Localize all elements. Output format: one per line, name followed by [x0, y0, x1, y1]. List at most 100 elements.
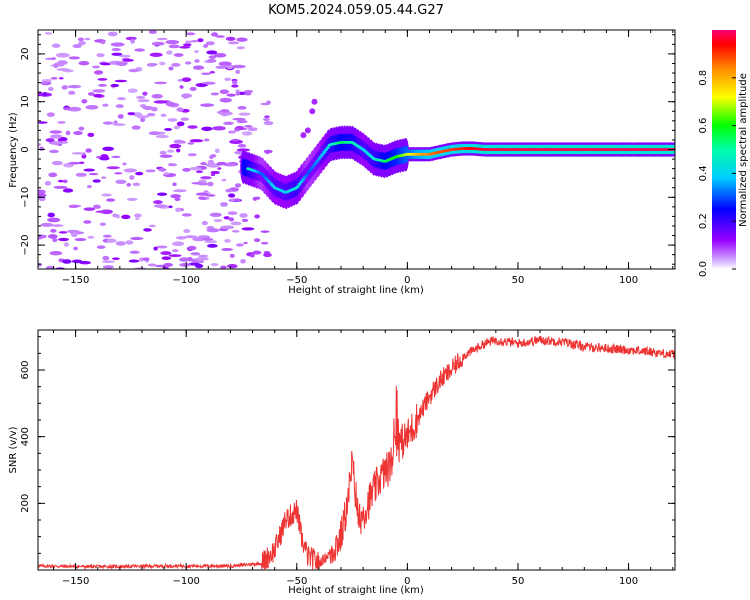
spectrogram-noise-cell	[207, 159, 215, 165]
spectrogram-noise-cell	[85, 148, 92, 153]
spectrogram-noise-cell	[154, 81, 168, 85]
spectrogram-noise-cell	[158, 167, 167, 172]
spectrogram-noise-cell	[99, 40, 106, 45]
spectrogram-noise-cell	[153, 200, 163, 205]
spectrogram-noise-cell	[38, 143, 41, 146]
spectrogram-noise-cell	[97, 77, 108, 81]
spectrogram-noise-cell	[92, 204, 101, 209]
spectrogram-noise-cell	[172, 249, 179, 253]
spectrogram-noise-cell	[174, 197, 181, 202]
spectrogram-noise-cell	[208, 55, 217, 59]
spectrogram-noise-cell	[236, 243, 244, 247]
spectrogram-noise-cell	[210, 154, 217, 158]
spectrogram-noise-cell	[93, 70, 104, 75]
spectrogram-ridge-core	[297, 182, 302, 186]
spectrogram-x-tick-label: 50	[512, 275, 525, 286]
spectrogram-noise-cell	[117, 97, 126, 101]
spectrogram-noise-cell	[195, 83, 208, 87]
spectrogram-noise-cell	[264, 115, 270, 119]
spectrogram-noise-cell	[226, 93, 236, 97]
spectrogram-noise-cell	[114, 79, 128, 83]
spectrogram-noise-cell	[213, 218, 223, 223]
spectrogram-noise-cell	[49, 149, 59, 154]
spectrogram-noise-cell	[110, 83, 120, 88]
spectrogram-noise-cell	[112, 257, 120, 261]
spectrogram-noise-cell	[121, 214, 131, 220]
spectrogram-noise-cell	[182, 167, 191, 172]
spectrogram-noise-cell	[61, 85, 68, 90]
spectrogram-noise-cell	[238, 112, 251, 116]
spectrogram-noise-cell	[123, 168, 138, 173]
spectrogram-noise-cell	[56, 68, 70, 71]
spectrogram-noise-cell	[102, 255, 110, 261]
spectrogram-noise-cell	[122, 58, 134, 62]
spectrogram-noise-cell	[215, 35, 225, 38]
spectrogram-noise-cell	[236, 120, 248, 124]
spectrogram-noise-cell	[194, 49, 199, 54]
spectrogram-noise-cell	[58, 231, 68, 234]
spectrogram-noise-cell	[68, 161, 82, 165]
spectrogram-ridge-core	[313, 162, 318, 166]
spectrogram-noise-cell	[39, 146, 45, 151]
spectrogram-noise-cell	[260, 241, 269, 245]
spectrogram-noise-cell	[153, 204, 167, 208]
spectrogram-noise-cell	[63, 242, 70, 247]
spectrogram-noise-cell	[155, 134, 169, 139]
spectrogram-noise-cell	[165, 101, 176, 107]
spectrogram-ridge-core	[295, 185, 300, 188]
spectrogram-noise-cell	[164, 128, 173, 131]
spectrogram-noise-cell	[227, 41, 240, 45]
spectrogram-noise-cell	[175, 236, 187, 240]
spectrogram-noise-cell	[126, 183, 131, 187]
spectrogram-noise-cell	[230, 221, 242, 226]
spectrogram-noise-cell	[67, 85, 82, 89]
spectrogram-noise-cell	[48, 86, 54, 92]
spectrogram-noise-cell	[200, 176, 212, 180]
spectrogram-noise-cell	[49, 250, 63, 256]
spectrogram-noise-cell	[169, 143, 182, 149]
spectrogram-noise-cell	[221, 112, 228, 117]
colorbar-label: Normalized spectral amplitude	[738, 73, 749, 227]
spectrogram-noise-cell	[100, 62, 112, 66]
spectrogram-noise-cell	[63, 107, 71, 111]
spectrogram-noise-cell	[57, 120, 66, 124]
spectrogram-noise-cell	[102, 234, 112, 238]
snr-frame	[37, 329, 676, 571]
colorbar-ticks: 0.0 0.2 0.4 0.6 0.8	[698, 70, 736, 277]
spectrogram-noise-cell	[201, 238, 214, 241]
spectrogram-noise-cell	[218, 61, 232, 66]
colorbar-tick-label: 0.0	[698, 261, 709, 277]
spectrogram-noise-cell	[101, 193, 112, 197]
spectrogram-noise-cell	[87, 92, 95, 96]
spectrogram-noise-cell	[102, 146, 115, 152]
spectrogram-noise-cell	[51, 57, 56, 60]
spectrogram-noise-cell	[41, 79, 53, 82]
spectrogram-noise-cell	[210, 92, 220, 96]
spectrogram-noise-cell	[197, 38, 204, 43]
spectrogram-noise-cell	[179, 85, 184, 89]
spectrogram-noise-cell	[210, 263, 219, 267]
spectrogram-ridge-core	[320, 153, 325, 156]
spectrogram-noise-cell	[167, 118, 178, 122]
spectrogram-noise-cell	[220, 202, 229, 207]
spectrogram-noise-cell	[131, 125, 141, 130]
spectrogram-noise-cell	[228, 130, 236, 134]
spectrogram-noise-cell	[46, 112, 55, 117]
spectrogram-noise-cell	[234, 183, 242, 188]
spectrogram-noise-cell	[49, 130, 63, 134]
spectrogram-noise-cell	[175, 207, 182, 213]
spectrogram-noise-cell	[142, 91, 148, 96]
spectrogram-noise-cell	[179, 257, 190, 262]
spectrogram-ridge-core	[318, 155, 323, 159]
spectrogram-noise-cell	[300, 132, 307, 139]
snr-y-tick-label: 600	[20, 360, 31, 379]
spectrogram-noise-cell	[143, 228, 152, 232]
spectrogram-noise-cell	[168, 163, 178, 167]
spectrogram-noise-cell	[145, 169, 156, 173]
spectrogram-noise-cell	[56, 60, 68, 66]
spectrogram-noise-cell	[172, 182, 177, 187]
spectrogram-y-tick-label: 20	[20, 48, 31, 61]
spectrogram-noise-cell	[228, 193, 236, 198]
